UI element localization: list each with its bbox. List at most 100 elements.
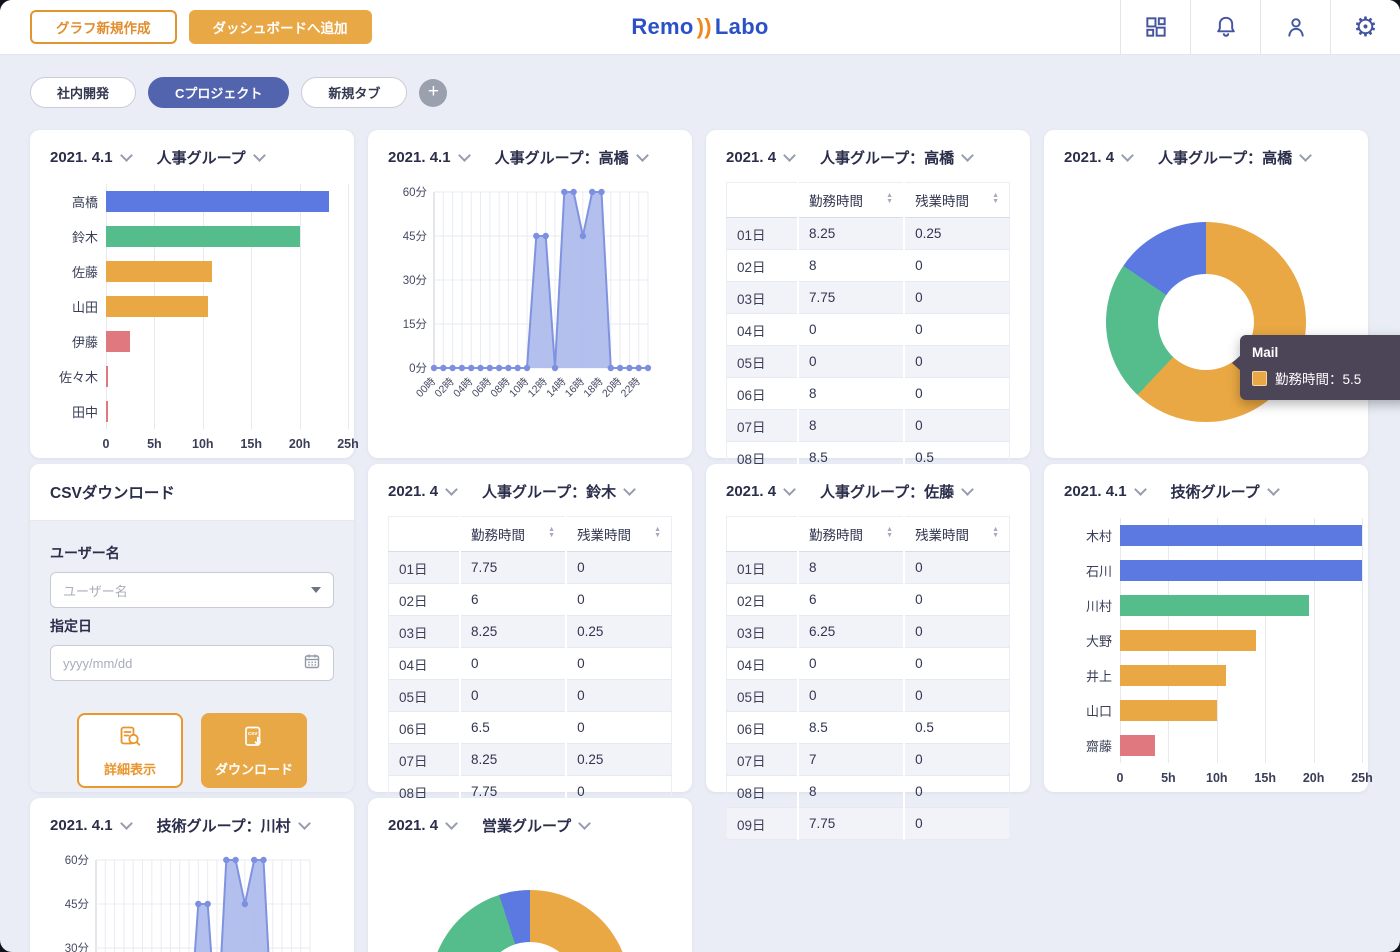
table-row: 01日 8 0: [726, 551, 1010, 584]
download-button-label: ダウンロード: [214, 761, 293, 777]
notifications-button[interactable]: [1190, 0, 1260, 54]
date-input[interactable]: yyyy/mm/dd: [50, 645, 334, 681]
column-header-label: 勤務時間: [809, 528, 863, 543]
date-selector[interactable]: 2021. 4: [726, 149, 796, 166]
graph-title-selector[interactable]: 営業グループ: [482, 815, 592, 836]
svg-text:12時: 12時: [526, 375, 551, 400]
logo-text-1: Remo: [631, 14, 694, 39]
date-selector[interactable]: 2021. 4: [388, 483, 458, 500]
user-name-select[interactable]: ユーザー名: [50, 572, 334, 608]
column-header[interactable]: 残業時間 ▲ ▼: [903, 182, 1010, 218]
bar-value: [106, 226, 300, 247]
add-to-dashboard-button[interactable]: ダッシュボードへ追加: [188, 10, 372, 44]
card-donut-eigyo-group: 2021. 4 営業グループ: [368, 798, 692, 952]
bar-value: [106, 401, 108, 422]
cell-value: 8: [796, 551, 905, 584]
chevron-down-icon: [1121, 149, 1134, 162]
svg-text:10時: 10時: [507, 375, 532, 400]
cell-value: 0: [903, 281, 1010, 314]
date-label: 指定日: [50, 618, 92, 634]
graph-title-selector[interactable]: 技術グループ: [1171, 481, 1280, 502]
csv-download-button[interactable]: csv ダウンロード: [201, 713, 307, 788]
bar-category-label: 田中: [71, 405, 98, 420]
card-header: 2021. 4 人事グループ：高橋: [1044, 130, 1368, 176]
bar-value: [1120, 665, 1227, 686]
column-header[interactable]: 勤務時間 ▲ ▼: [458, 516, 567, 552]
column-header[interactable]: 残業時間 ▲ ▼: [565, 516, 672, 552]
date-selector[interactable]: 2021. 4.1: [1064, 483, 1147, 500]
chevron-down-icon: [445, 483, 458, 496]
bar-category-label: 川村: [1085, 599, 1112, 614]
graph-title-label: 人事グループ：高橋: [820, 150, 955, 167]
add-tab-button[interactable]: +: [419, 78, 448, 107]
date-selector[interactable]: 2021. 4: [388, 817, 458, 834]
graph-title-selector[interactable]: 人事グループ：高橋: [1158, 147, 1313, 168]
table-head: 勤務時間 ▲ ▼ 残業時間 ▲ ▼: [726, 182, 1010, 218]
graph-title-selector[interactable]: 人事グループ：高橋: [820, 147, 975, 168]
cell-value: 0: [458, 679, 567, 712]
profile-button[interactable]: [1260, 0, 1330, 54]
line-chart: 0分15分30分45分60分00時02時04時06時08時10時12時14時16…: [65, 854, 311, 952]
graph-title-selector[interactable]: 人事グループ：鈴木: [482, 481, 637, 502]
graph-title-selector[interactable]: 人事グループ: [157, 147, 266, 168]
settings-button[interactable]: ⚙: [1330, 0, 1400, 54]
bar-row: 川村: [1086, 588, 1362, 623]
graph-title-selector[interactable]: 人事グループ：高橋: [495, 147, 649, 168]
cell-value: 0: [903, 647, 1010, 680]
bar-x-axis: 0 5h 10h 15h 20h 25h: [1117, 771, 1373, 793]
cell-value: 0.25: [565, 743, 672, 776]
column-header[interactable]: 勤務時間 ▲ ▼: [796, 516, 905, 552]
date-selector[interactable]: 2021. 4.1: [50, 149, 133, 166]
tab-item-2[interactable]: 新規タブ: [301, 77, 408, 108]
header-icon-bar: ⚙: [1120, 0, 1400, 54]
graph-title-selector[interactable]: 技術グループ：川村: [157, 815, 311, 836]
chevron-down-icon: [1299, 149, 1313, 162]
gridline: [1313, 518, 1315, 763]
bar-x-axis: 0 5h 10h 15h 20h 25h: [103, 437, 359, 459]
table-row: 03日 6.25 0: [726, 615, 1010, 648]
gridline: [348, 184, 349, 429]
cell-value: 0: [903, 615, 1010, 648]
column-header-label: 残業時間: [915, 194, 970, 209]
card-body: 高橋 鈴木 佐藤 山田 伊藤 佐々木 田中 0 5h 10h 15h 20h 25h: [30, 184, 359, 459]
apps-menu-button[interactable]: [1120, 0, 1190, 54]
tab-item-1[interactable]: Cプロジェクト: [148, 77, 290, 108]
cell-day: 02日: [388, 583, 460, 616]
cell-day: 05日: [726, 679, 798, 712]
cell-day: 02日: [726, 249, 798, 282]
column-header[interactable]: 勤務時間 ▲ ▼: [796, 182, 905, 218]
detail-view-button[interactable]: 詳細表示: [77, 713, 183, 788]
document-search-icon: [117, 724, 143, 753]
table-row: 05日 0 0: [726, 345, 1010, 378]
new-graph-button[interactable]: グラフ新規作成: [30, 10, 177, 44]
user-name-placeholder: ユーザー名: [63, 583, 128, 599]
svg-text:30分: 30分: [65, 942, 90, 952]
chevron-down-icon: [457, 149, 471, 162]
cell-value: 0: [903, 345, 1010, 378]
tab-item-0[interactable]: 社内開発: [30, 77, 137, 108]
bar-category-label: 齋藤: [1085, 739, 1112, 754]
csv-button-row: 詳細表示 csv ダウンロード: [50, 713, 334, 788]
bar-row: 木村: [1086, 518, 1362, 553]
date-selector[interactable]: 2021. 4.1: [388, 149, 471, 166]
date-selector[interactable]: 2021. 4: [1064, 149, 1134, 166]
cell-value: 0: [903, 551, 1010, 584]
card-header: 2021. 4 人事グループ：高橋: [706, 130, 1030, 176]
column-header[interactable]: 残業時間 ▲ ▼: [903, 516, 1010, 552]
graph-title-selector[interactable]: 人事グループ：佐藤: [820, 481, 975, 502]
cell-value: 8: [796, 377, 905, 410]
table-head: 勤務時間 ▲ ▼ 残業時間 ▲ ▼: [388, 516, 672, 552]
column-header-label: 勤務時間: [809, 194, 863, 209]
cell-value: 7.75: [796, 281, 905, 314]
cell-value: 8.25: [458, 615, 567, 648]
bar-value: [1120, 595, 1309, 616]
table-row: 08日 8 0: [726, 775, 1010, 808]
bar-row: 山口: [1086, 693, 1362, 728]
bar-category-label: 井上: [1085, 669, 1112, 684]
date-selector[interactable]: 2021. 4: [726, 483, 796, 500]
sort-down-arrow: ▼: [654, 532, 661, 539]
donut-chart[interactable]: [430, 890, 630, 952]
bar-category-label: 佐々木: [58, 370, 98, 385]
table-row: 06日 8.5 0.5: [726, 711, 1010, 744]
date-selector[interactable]: 2021. 4.1: [50, 817, 133, 834]
